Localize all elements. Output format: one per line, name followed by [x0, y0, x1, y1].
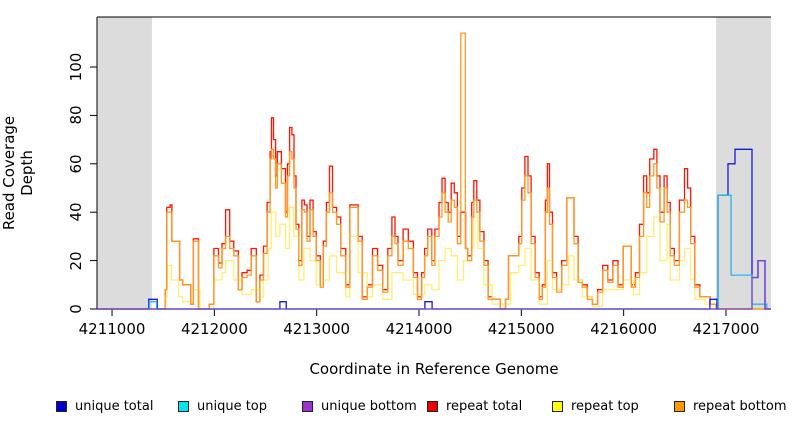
legend-label: repeat top [571, 398, 639, 414]
legend-swatch-icon [427, 400, 438, 412]
y-tick-label: 40 [67, 202, 85, 222]
x-tick-label: 4211000 [78, 320, 146, 338]
x-tick-label: 4212000 [180, 320, 248, 338]
y-tick-label: 100 [67, 52, 85, 82]
legend: unique total unique top unique bottom repea… [0, 397, 792, 419]
legend-item-repeat-total: repeat total [427, 397, 522, 415]
legend-swatch-icon [552, 400, 563, 412]
masked-region [716, 17, 771, 309]
series-unique-bottom [97, 259, 771, 310]
legend-item-unique-bottom: unique bottom [302, 397, 417, 415]
y-tick-label: 60 [67, 154, 85, 174]
legend-item-unique-top: unique top [178, 397, 267, 415]
y-axis-label: Read Coverage Depth [0, 115, 36, 231]
x-tick-label: 4216000 [590, 320, 658, 338]
legend-label: repeat bottom [693, 398, 787, 414]
legend-label: unique top [197, 398, 268, 414]
y-tick-label: 80 [67, 105, 85, 125]
legend-swatch-icon [674, 400, 685, 412]
legend-label: unique bottom [321, 398, 417, 414]
x-tick-label: 4213000 [283, 320, 351, 338]
legend-label: unique total [75, 398, 154, 414]
x-tick-label: 4217000 [692, 320, 760, 338]
legend-item-repeat-top: repeat top [552, 397, 639, 415]
legend-item-unique-total: unique total [56, 397, 153, 415]
y-tick-label: 20 [67, 251, 85, 271]
x-tick-label: 4214000 [385, 320, 453, 338]
coverage-plot [90, 16, 771, 316]
legend-swatch-icon [302, 400, 313, 412]
x-axis-label: Coordinate in Reference Genome [309, 360, 559, 378]
masked-region [97, 17, 152, 309]
legend-label: repeat total [446, 398, 523, 414]
x-tick-label: 4215000 [487, 320, 555, 338]
legend-item-repeat-bottom: repeat bottom [674, 397, 787, 415]
legend-swatch-icon [178, 400, 189, 412]
legend-swatch-icon [56, 400, 67, 412]
y-tick-label: 0 [67, 304, 85, 314]
series-repeat-bottom [97, 32, 771, 310]
